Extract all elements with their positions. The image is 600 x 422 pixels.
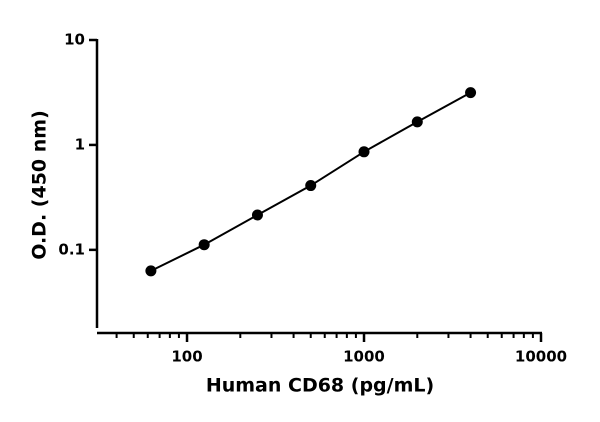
x-tick-label: 100 [171,348,202,366]
data-point [305,180,317,192]
x-tick-label: 10000 [515,348,567,366]
data-point [411,116,423,128]
x-tick-label: 1000 [343,348,385,366]
y-tick-label: 10 [64,31,85,49]
data-point [145,265,157,277]
y-tick-label: 1 [75,135,85,153]
data-point [251,209,263,221]
data-point [198,239,210,251]
y-axis-label: O.D. (450 nm) [29,110,51,260]
x-axis-label: Human CD68 (pg/mL) [206,375,434,397]
data-point [358,146,370,158]
y-tick-label: 0.1 [58,240,85,258]
data-point [465,87,477,99]
